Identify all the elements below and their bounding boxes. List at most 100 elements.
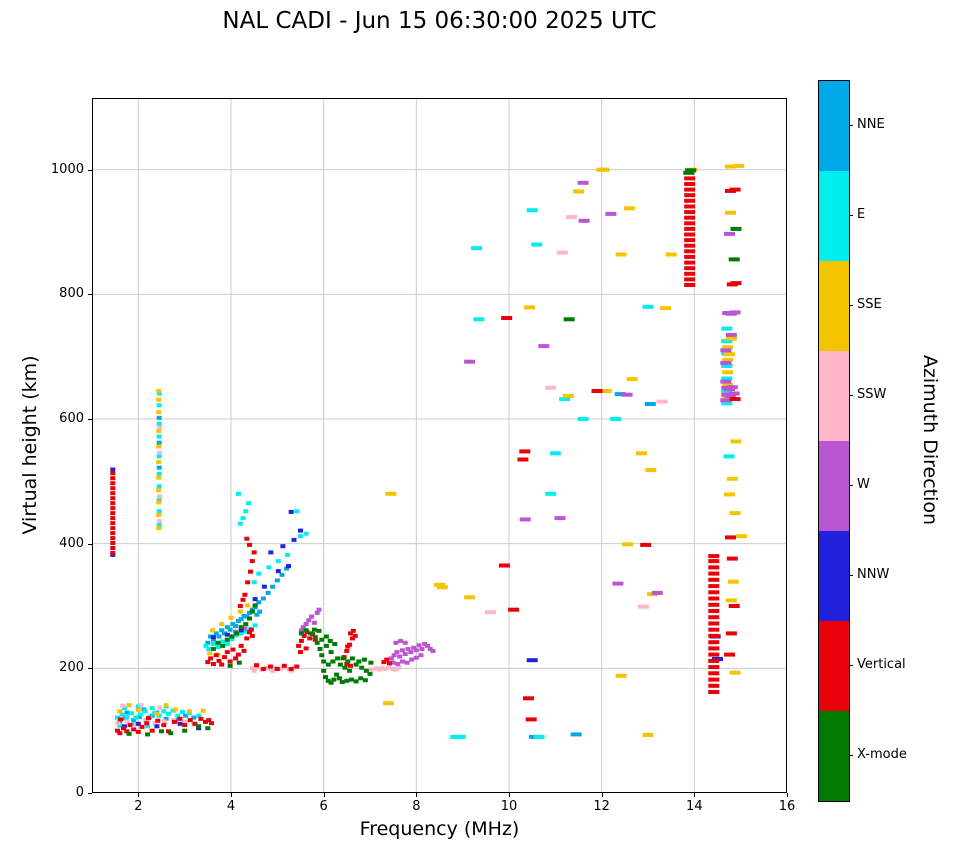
colorbar-label-NNE: NNE	[857, 117, 885, 132]
data-point	[110, 501, 116, 506]
data-point	[722, 357, 734, 362]
data-point	[339, 680, 345, 684]
data-point	[347, 668, 353, 673]
data-point	[660, 306, 672, 311]
colorbar-segment-SSE	[819, 261, 849, 351]
data-point	[235, 619, 241, 623]
data-point	[210, 642, 216, 646]
data-point	[216, 634, 222, 639]
data-point	[708, 590, 720, 595]
data-point	[525, 717, 537, 722]
data-point	[523, 696, 534, 701]
data-point	[294, 509, 300, 514]
data-point	[728, 604, 740, 608]
data-point	[133, 715, 139, 720]
data-point	[621, 392, 633, 397]
data-point	[644, 402, 656, 406]
data-point	[210, 647, 216, 651]
data-point	[161, 723, 167, 728]
data-point	[156, 509, 162, 514]
data-point	[559, 397, 571, 402]
data-point	[656, 399, 668, 404]
data-point	[316, 607, 322, 612]
data-point	[399, 648, 405, 653]
data-point	[374, 666, 379, 671]
data-point	[724, 652, 735, 657]
data-point	[345, 644, 351, 649]
data-point	[254, 665, 260, 670]
data-point	[235, 491, 241, 496]
x-axis-label: Frequency (MHz)	[359, 818, 520, 840]
y-tick-mark-600	[88, 419, 92, 420]
data-point	[556, 250, 568, 255]
data-point	[685, 168, 697, 173]
data-point	[238, 625, 244, 630]
data-point	[391, 653, 397, 658]
data-point	[156, 444, 162, 449]
data-point	[256, 571, 262, 576]
y-tick-label-200: 200	[59, 660, 84, 676]
data-point	[254, 612, 260, 617]
data-point	[110, 546, 116, 550]
data-point	[157, 450, 163, 455]
data-point	[124, 729, 130, 734]
data-point	[413, 648, 419, 653]
data-point	[526, 208, 538, 213]
data-point	[353, 662, 359, 667]
data-point	[286, 564, 291, 569]
x-tick-mark-2	[138, 793, 140, 797]
x-tick-label-8: 8	[412, 799, 421, 814]
data-point	[684, 210, 696, 215]
data-point	[730, 439, 742, 444]
data-point	[244, 614, 250, 619]
data-point	[119, 712, 125, 717]
data-point	[367, 671, 373, 676]
data-point	[545, 491, 557, 496]
data-point	[390, 667, 396, 671]
data-point	[227, 663, 233, 668]
data-point	[274, 667, 280, 671]
x-tick-label-4: 4	[226, 799, 236, 814]
data-point	[154, 724, 160, 729]
data-point	[252, 603, 258, 608]
colorbar-label-SSW: SSW	[857, 387, 887, 402]
data-point	[729, 397, 741, 402]
data-point	[684, 260, 696, 265]
data-point	[277, 667, 283, 671]
data-point	[708, 646, 720, 651]
data-point	[120, 703, 126, 708]
data-point	[612, 581, 624, 586]
data-point	[600, 389, 612, 393]
colorbar-tick-NNW	[849, 575, 853, 576]
colorbar-tick-X-mode	[849, 755, 853, 756]
data-point	[566, 215, 577, 220]
data-point	[260, 596, 266, 601]
data-point	[156, 475, 162, 480]
data-point	[501, 316, 513, 320]
data-point	[233, 656, 239, 661]
data-point	[349, 656, 355, 661]
data-point	[229, 634, 235, 639]
data-point	[684, 249, 696, 254]
data-point	[684, 193, 696, 198]
data-point	[610, 417, 622, 421]
data-point	[725, 332, 737, 337]
data-point	[156, 440, 162, 445]
data-point	[722, 370, 734, 375]
data-point	[395, 662, 401, 666]
plot-border	[92, 98, 787, 793]
data-point	[242, 626, 248, 631]
data-point	[131, 727, 137, 732]
data-point	[110, 506, 116, 511]
data-point	[402, 640, 408, 645]
data-point	[725, 210, 736, 215]
x-tick-mark-14	[694, 793, 696, 797]
data-point	[615, 252, 627, 257]
data-point	[110, 467, 116, 472]
data-point	[725, 336, 737, 341]
data-point	[236, 660, 242, 665]
data-point	[300, 625, 306, 630]
colorbar-tick-SSW	[849, 395, 853, 396]
data-point	[306, 618, 312, 623]
data-point	[198, 716, 204, 721]
